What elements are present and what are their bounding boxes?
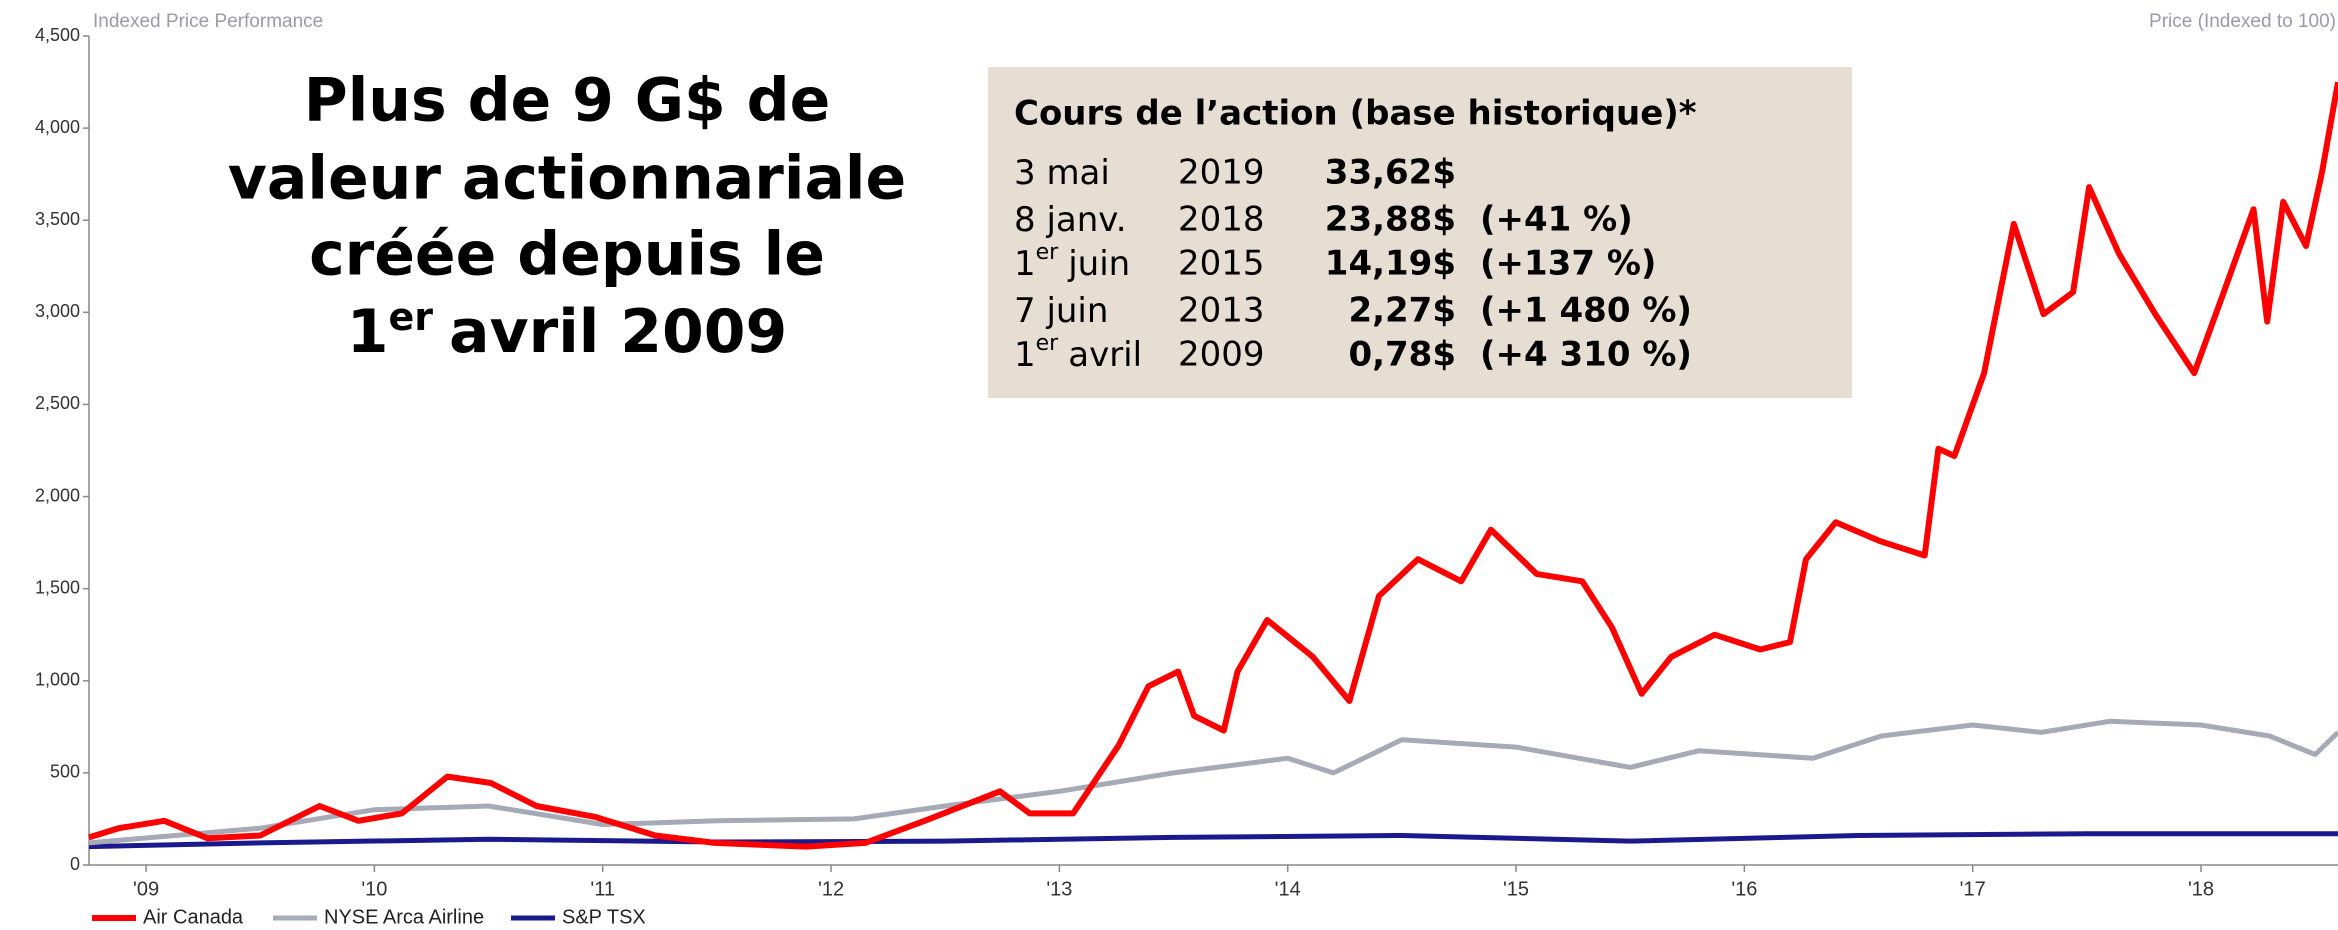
x-tick-label: '16: [1731, 878, 1757, 900]
price-box: Cours de l’action (base historique)* 3 m…: [988, 67, 1852, 398]
right-label: Price (Indexed to 100): [2149, 11, 2336, 32]
superscript: er: [1036, 331, 1060, 356]
legend: Air Canada NYSE Arca Airline S&P TSX: [92, 906, 646, 928]
y-tick-label: 3,000: [35, 301, 80, 321]
x-tick-label: '18: [2188, 878, 2214, 900]
x-tick-label: '10: [361, 878, 387, 900]
row-date: 7 juin: [1014, 291, 1108, 331]
row-year: 2018: [1178, 200, 1265, 240]
headline-line: créée depuis le: [309, 220, 825, 290]
y-tick-label: 2,000: [35, 485, 80, 505]
y-tick-label: 2,500: [35, 393, 80, 413]
y-tick-label: 1,000: [35, 670, 80, 690]
superscript: er: [1036, 240, 1060, 265]
headline: Plus de 9 G$ de valeur actionnariale cré…: [228, 66, 906, 367]
legend-label: NYSE Arca Airline: [324, 906, 484, 928]
left-label: Indexed Price Performance: [93, 11, 323, 32]
x-tick-label: '12: [818, 878, 844, 900]
y-tick-label: 0: [70, 854, 80, 874]
month: avril: [1068, 335, 1142, 375]
row-price: 23,88$: [1325, 200, 1456, 240]
row-price: 14,19$: [1325, 244, 1456, 284]
axes: 0 500 1,000 1,500 2,000 2,500 3,000 3,500 4,000 4…: [35, 25, 2338, 900]
y-tick-label: 500: [50, 762, 80, 782]
row-change: (+4 310 %): [1480, 335, 1692, 375]
series-line: [88, 81, 2338, 850]
date: 1: [1014, 244, 1036, 284]
superscript: er: [389, 295, 434, 339]
row-date: 1er avril: [1014, 331, 1142, 375]
x-tick-label: '11: [590, 878, 615, 900]
y-tick-label: 3,500: [35, 209, 80, 229]
box-rows: 3 mai 2019 33,62$ 8 janv. 2018 23,88$ (+41 %) 1…: [1014, 153, 1692, 375]
row-change: (+1 480 %): [1480, 291, 1692, 331]
x-tick-label: '17: [1960, 878, 1986, 900]
plot: [88, 81, 2338, 850]
headline-line: valeur actionnariale: [228, 144, 906, 214]
text: 1: [347, 297, 389, 367]
row-date: 8 janv.: [1014, 200, 1127, 240]
row-year: 2019: [1178, 153, 1265, 193]
legend-label: S&P TSX: [562, 906, 646, 928]
row-year: 2013: [1178, 291, 1265, 331]
date: 1: [1014, 335, 1036, 375]
x-tick-label: '09: [133, 878, 159, 900]
row-date: 1er juin: [1014, 240, 1130, 284]
row-date: 3 mai: [1014, 153, 1110, 193]
row-price: 2,27$: [1348, 291, 1456, 331]
series-line: [88, 718, 2338, 846]
headline-line: Plus de 9 G$ de: [304, 66, 831, 136]
box-title: Cours de l’action (base historique)*: [1014, 94, 1697, 134]
row-price: 33,62$: [1325, 153, 1456, 193]
series-line: [88, 831, 2338, 850]
row-year: 2015: [1178, 244, 1265, 284]
headline-line: 1er avril 2009: [347, 295, 787, 367]
date: 3 mai: [1014, 153, 1110, 193]
y-tick-label: 1,500: [35, 577, 80, 597]
date: 8 janv.: [1014, 200, 1127, 240]
row-change: (+137 %): [1480, 244, 1656, 284]
date: 7 juin: [1014, 291, 1108, 331]
row-change: (+41 %): [1480, 200, 1633, 240]
x-tick-label: '13: [1046, 878, 1072, 900]
row-price: 0,78$: [1348, 335, 1456, 375]
y-tick-label: 4,500: [35, 25, 80, 45]
row-year: 2009: [1178, 335, 1265, 375]
x-tick-label: '14: [1275, 878, 1301, 900]
y-tick-label: 4,000: [35, 117, 80, 137]
month: juin: [1067, 244, 1130, 284]
text: avril 2009: [449, 297, 787, 367]
box-background: [988, 67, 1852, 398]
legend-label: Air Canada: [143, 906, 244, 928]
x-tick-label: '15: [1503, 878, 1529, 900]
